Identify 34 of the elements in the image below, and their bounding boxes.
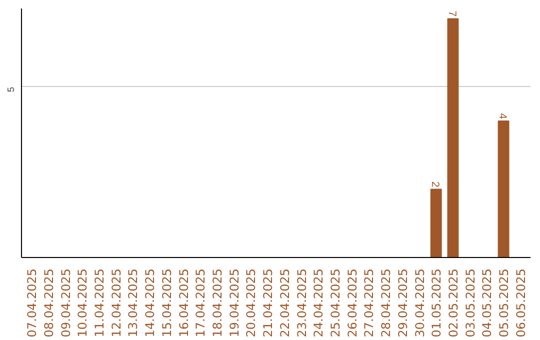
x-tick-label: 21.04.2025 (261, 268, 276, 338)
x-tick-label: 28.04.2025 (379, 268, 394, 338)
x-tick-label: 15.04.2025 (160, 268, 174, 338)
x-tick-label: 23.04.2025 (294, 268, 309, 338)
x-tick-label: 30.04.2025 (412, 268, 427, 338)
x-tick-label: 08.04.2025 (42, 268, 56, 338)
x-tick-label: 19.04.2025 (227, 268, 242, 338)
x-tick-label: 24.04.2025 (312, 268, 326, 338)
x-tick-label: 26.04.2025 (345, 268, 360, 338)
x-tick-label: 11.04.2025 (92, 268, 107, 338)
x-tick-label: 07.04.2025 (25, 268, 40, 338)
data-label: 4 (496, 113, 509, 120)
x-tick-label: 06.05.2025 (514, 268, 528, 338)
x-tick-label: 03.05.2025 (463, 268, 478, 338)
x-tick-label: 22.04.2025 (278, 268, 292, 338)
x-tick-label: 01.05.2025 (430, 268, 444, 338)
x-tick-label: 14.04.2025 (143, 268, 158, 338)
x-tick-label: 16.04.2025 (176, 268, 191, 338)
x-tick-label: 04.05.2025 (480, 268, 494, 338)
x-tick-label: 13.04.2025 (126, 268, 140, 338)
x-tick-label: 05.05.2025 (497, 268, 512, 338)
x-tick-label: 18.04.2025 (210, 268, 225, 338)
data-label: 2 (429, 181, 442, 188)
x-tick-label: 09.04.2025 (58, 268, 73, 338)
x-tick-label: 29.04.2025 (396, 268, 410, 338)
data-label: 7 (446, 10, 458, 17)
x-tick-label: 25.04.2025 (328, 268, 342, 338)
x-tick-label: 17.04.2025 (194, 268, 208, 338)
x-tick-label: 20.04.2025 (244, 268, 258, 338)
x-tick-label: 10.04.2025 (76, 268, 90, 338)
x-tick-label: 02.05.2025 (446, 268, 460, 338)
x-tick-label: 27.04.2025 (362, 268, 376, 338)
y-tick-label: 5 (6, 86, 16, 92)
x-tick-label: 12.04.2025 (109, 268, 124, 338)
